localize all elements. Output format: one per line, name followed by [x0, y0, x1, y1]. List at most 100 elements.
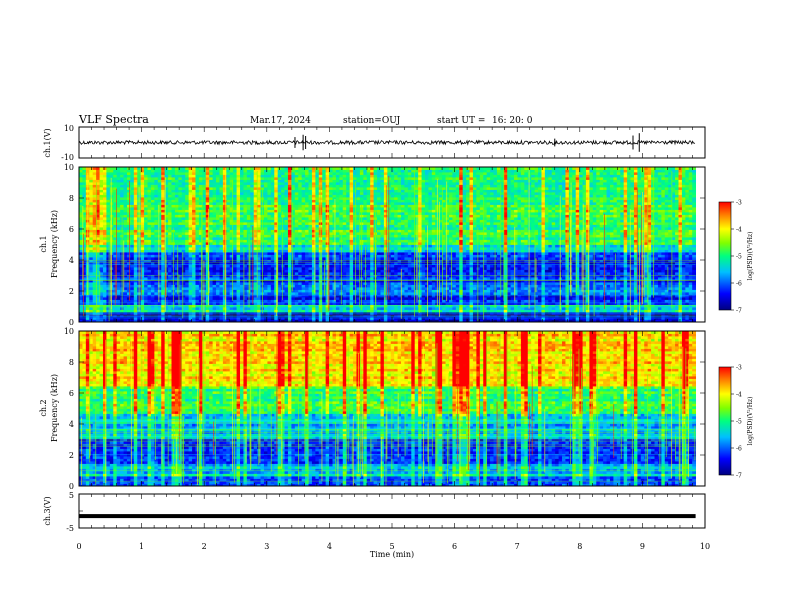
spectrogram-cell [315, 282, 320, 285]
spectrogram-cell [476, 287, 481, 290]
spectrogram-cell [240, 289, 244, 293]
spectrogram-cell [562, 297, 566, 300]
spectrogram-cell [562, 269, 566, 273]
spectrogram-cell [284, 259, 289, 263]
spectrogram-cell [668, 274, 673, 278]
spectrogram-cell [503, 319, 508, 322]
spectrogram-cell [585, 309, 590, 313]
spectrogram-cell [174, 254, 179, 258]
spectrogram-cell [144, 312, 148, 315]
spectrogram-cell [359, 287, 364, 290]
spectrogram-cell [109, 304, 114, 308]
spectrogram-cell [157, 314, 162, 318]
spectrogram-cell [342, 312, 347, 315]
spectrogram-cell [96, 289, 100, 293]
spectrogram-cell [544, 307, 549, 310]
spectrogram-cell [452, 314, 457, 318]
spectrogram-cell [109, 277, 114, 280]
spectrogram-cell [85, 307, 90, 310]
spectrogram-cell [651, 269, 655, 273]
spectrogram-cell [96, 272, 100, 275]
spectrogram-cell [387, 259, 392, 263]
spectrogram-cell [620, 284, 625, 288]
spectrogram-cell [308, 314, 313, 318]
spectrogram-cell [500, 299, 505, 303]
spectrogram-cell [592, 257, 597, 260]
spectrogram-cell [216, 264, 220, 268]
spectrogram-cell [106, 302, 111, 305]
spectrogram-cell [140, 304, 145, 308]
spectrogram-cell [178, 287, 183, 290]
spectrogram-cell [311, 259, 316, 263]
spectrogram-cell [356, 314, 361, 318]
spectrogram-cell [195, 289, 200, 293]
spectrogram-cell [144, 262, 148, 265]
spectrogram-cell [520, 317, 525, 320]
spectrogram-cell [476, 282, 481, 285]
spectrogram-cell [421, 277, 426, 280]
spectrogram-cell [253, 267, 258, 270]
spectrogram-cell [335, 309, 340, 313]
spectrogram-cell [250, 269, 255, 273]
spectrogram-cell [198, 289, 203, 293]
spectrogram-cell [311, 304, 316, 308]
spectrogram-cell [229, 289, 234, 293]
spectrogram-cell [387, 267, 392, 270]
spectrogram-cell [216, 289, 220, 293]
spectrogram-cell [133, 287, 138, 290]
spectrogram-cell [428, 312, 433, 315]
spectrogram-cell [109, 259, 114, 263]
spectrogram-cell [322, 299, 327, 303]
spectrogram-cell [311, 292, 316, 295]
spectrogram-cell [287, 304, 292, 308]
spectrogram-cell [459, 274, 464, 278]
spectrogram-cell [681, 264, 686, 268]
spectrogram-cell [150, 304, 155, 308]
spectrogram-cell [359, 277, 364, 280]
spectrogram-cell [315, 307, 320, 310]
spectrogram-cell [455, 269, 460, 273]
spectrogram-cell [671, 282, 676, 285]
spectrogram-cell [294, 309, 299, 313]
spectrogram-cell [685, 289, 690, 293]
spectrogram-cell [496, 262, 501, 265]
spectrogram-cell [657, 317, 662, 320]
spectrogram-cell [198, 302, 203, 305]
spectrogram-cell [568, 312, 573, 315]
spectrogram-cell [661, 254, 666, 258]
spectrogram-cell [620, 259, 625, 263]
spectrogram-cell [332, 287, 337, 290]
spectrogram-cell [174, 274, 179, 278]
spectrogram-cell [267, 274, 272, 278]
spectrogram-cell [332, 314, 337, 318]
spectrogram-cell [332, 284, 337, 288]
spectrogram-cell [287, 282, 292, 285]
spectrogram-cell [82, 282, 87, 285]
spectrogram-cell [609, 289, 614, 293]
spectrogram-cell [520, 259, 525, 263]
spectrogram-cell [192, 309, 196, 313]
spectrogram-cell [253, 264, 258, 268]
spectrogram-cell [85, 317, 90, 320]
spectrogram-cell [442, 302, 446, 305]
spectrogram-cell [538, 299, 542, 303]
spectrogram-cell [240, 307, 244, 310]
spectrogram-cell [401, 314, 405, 318]
spectrogram-cell [359, 319, 364, 322]
spectrogram-cell [116, 254, 121, 258]
spectrogram-cell [541, 309, 546, 313]
spectrogram-cell [195, 317, 200, 320]
spectrogram-cell [520, 254, 525, 258]
spectrogram-cell [353, 272, 357, 275]
spectrogram-cell [565, 267, 570, 270]
spectrogram-cell [257, 277, 261, 280]
spectrogram-cell [394, 302, 398, 305]
spectrogram-cell [161, 277, 166, 280]
spectrogram-cell [92, 264, 97, 268]
spectrogram-cell [630, 314, 635, 318]
spectrogram-cell [243, 272, 248, 275]
spectrogram-cell [603, 259, 607, 263]
spectrogram-cell [82, 262, 87, 265]
spectrogram-cell [671, 257, 676, 260]
spectrogram-cell [164, 299, 169, 303]
